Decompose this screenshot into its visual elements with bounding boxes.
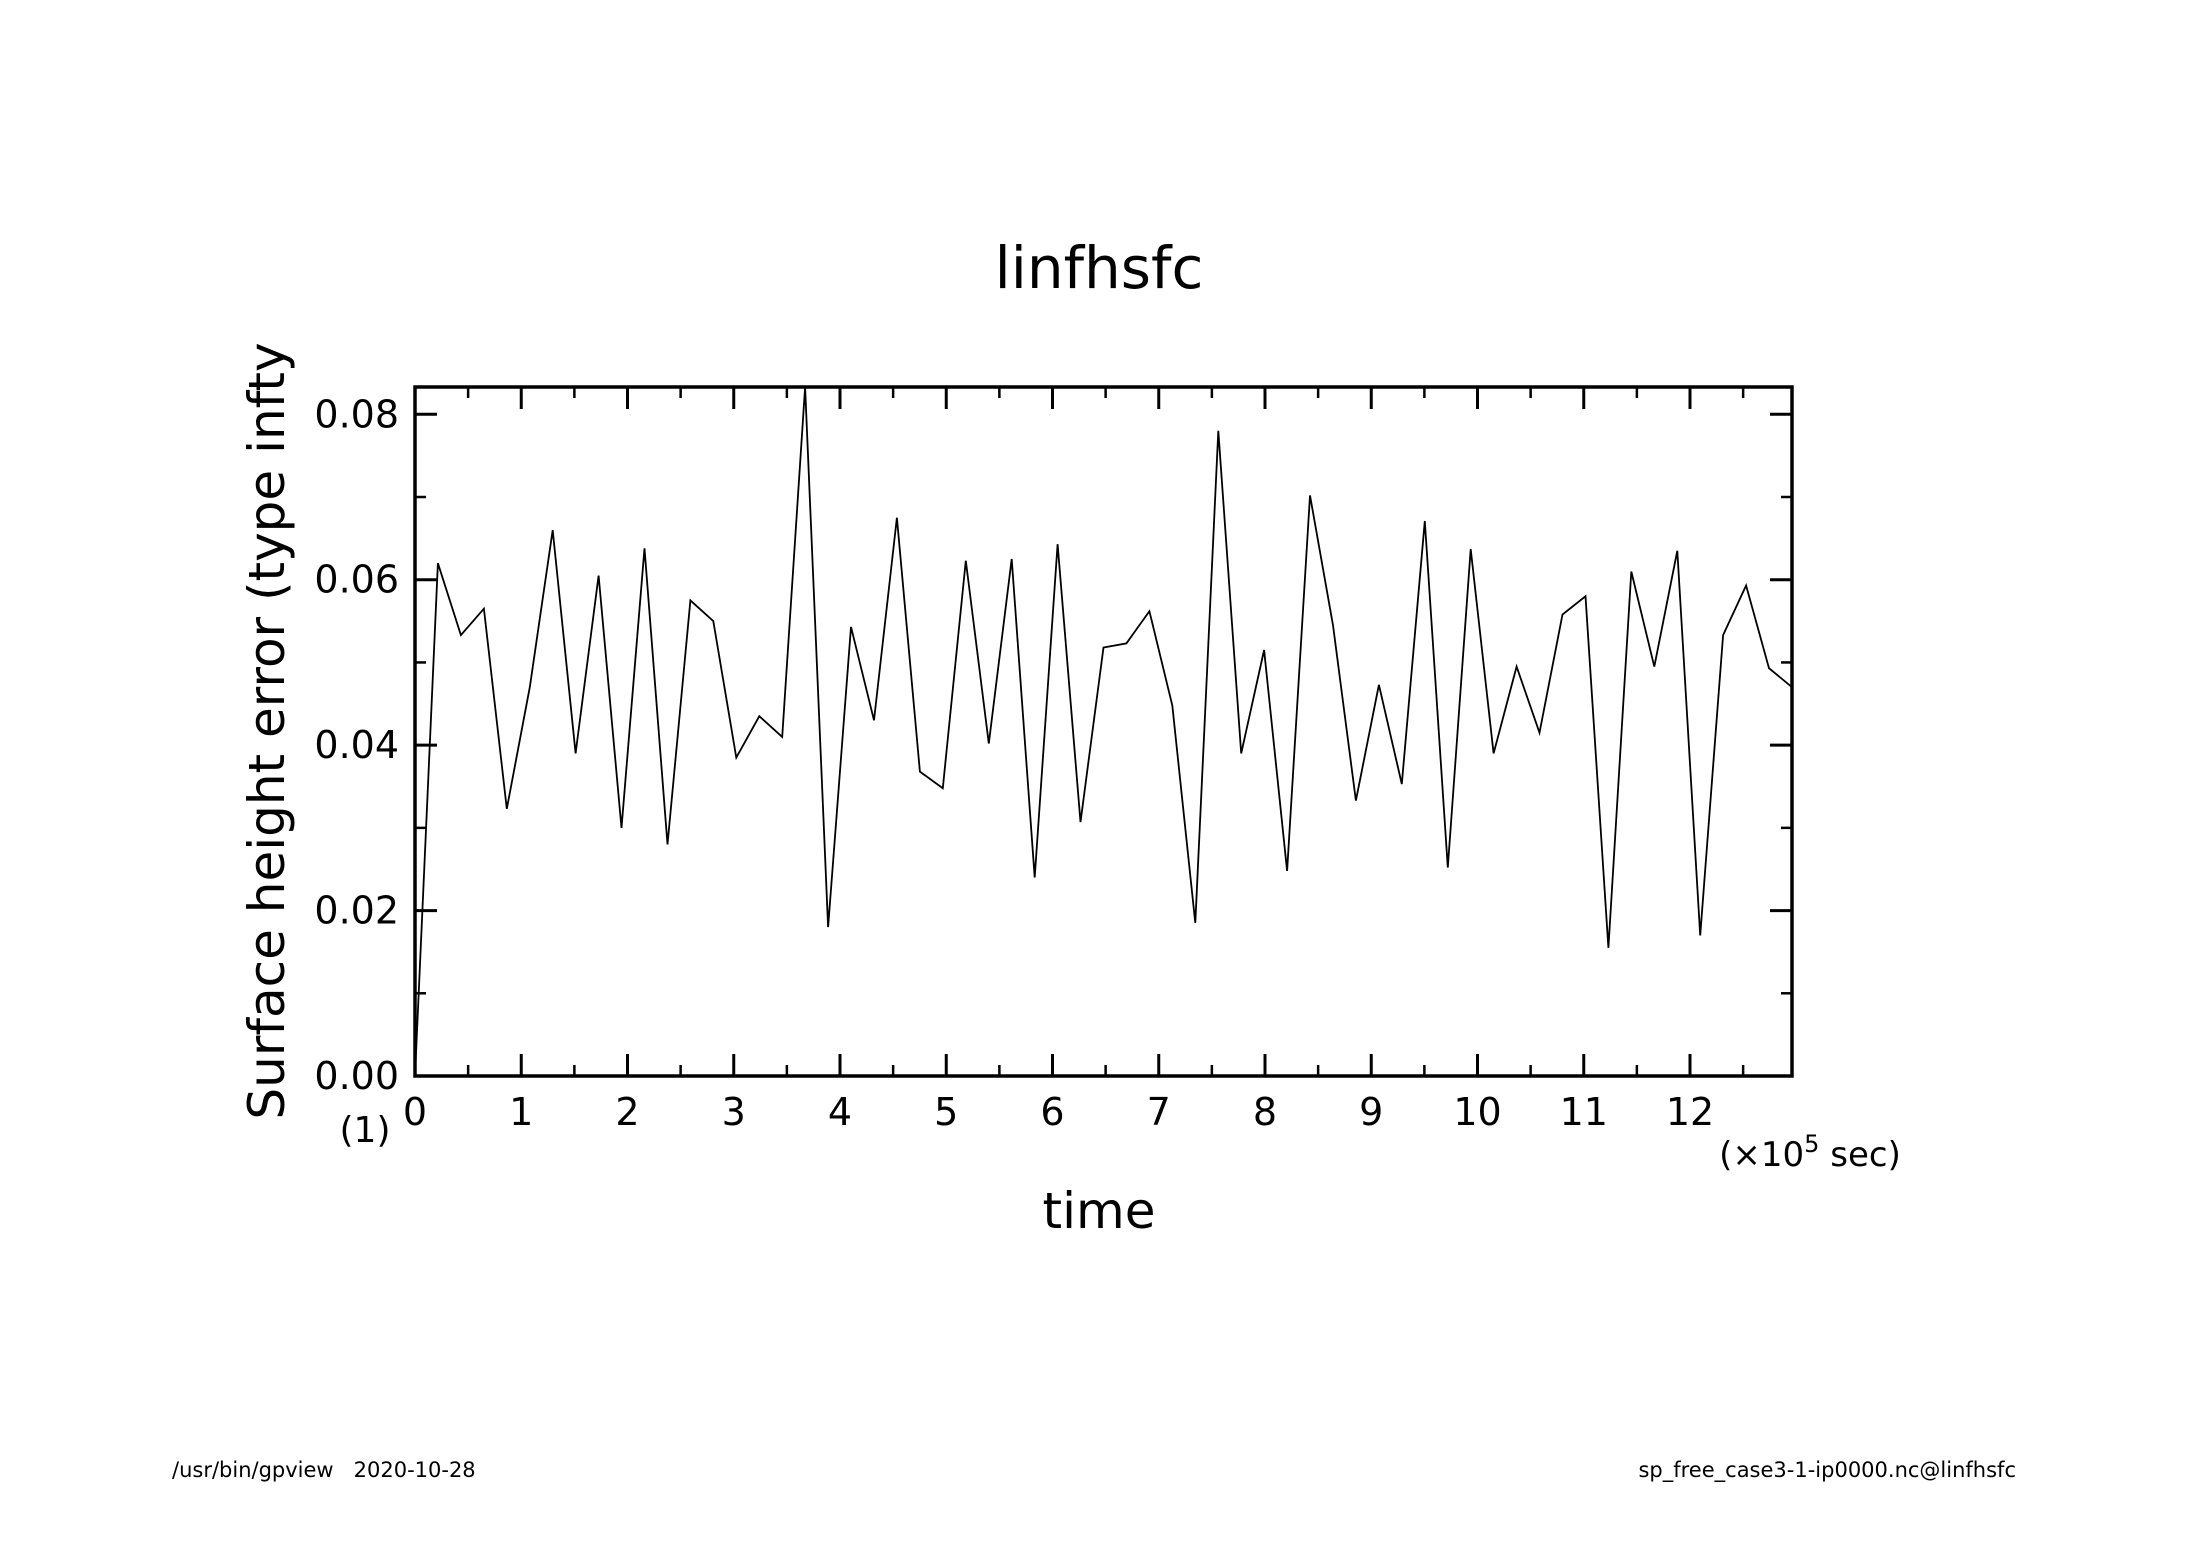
y-tick-label: 0.08 xyxy=(314,392,399,436)
chart-title: linfhsfc xyxy=(995,234,1204,302)
footer-file-variable: sp_free_case3-1-ip0000.nc@linfhsfc xyxy=(1638,1458,2016,1482)
x-tick-label: 9 xyxy=(1359,1090,1383,1134)
x-tick-label: 5 xyxy=(934,1090,958,1134)
series-line xyxy=(414,386,1793,1077)
x-tick-label: 11 xyxy=(1560,1090,1608,1134)
y-unit-label: (1) xyxy=(340,1110,391,1151)
x-unit-label: (×105 sec) xyxy=(1719,1130,1901,1175)
x-tick-label: 4 xyxy=(828,1090,852,1134)
x-unit-suffix: sec) xyxy=(1819,1135,1900,1175)
y-tick-label: 0.04 xyxy=(314,723,399,767)
x-axis-label: time xyxy=(1043,1182,1156,1240)
x-tick-label: 6 xyxy=(1040,1090,1064,1134)
x-unit-exponent: 5 xyxy=(1804,1130,1819,1158)
x-tick-label: 7 xyxy=(1147,1090,1171,1134)
y-tick-label: 0.00 xyxy=(314,1054,399,1098)
ticks xyxy=(413,387,1792,1078)
y-tick-label: 0.02 xyxy=(314,889,399,933)
footer-command-date: /usr/bin/gpview 2020-10-28 xyxy=(172,1458,476,1482)
y-axis-label: Surface height error (type infty xyxy=(238,342,296,1119)
x-tick-label: 3 xyxy=(722,1090,746,1134)
x-tick-label: 8 xyxy=(1253,1090,1277,1134)
x-tick-label: 0 xyxy=(403,1090,427,1134)
x-tick-label: 12 xyxy=(1666,1090,1714,1134)
tick-labels: 0 1 2 3 4 5 6 7 8 9 10 11 120.000.020.040.060.08 xyxy=(314,392,1714,1134)
data-series xyxy=(414,386,1793,1077)
axes xyxy=(413,385,1794,1078)
x-unit-prefix: (×10 xyxy=(1719,1135,1804,1175)
x-tick-label: 1 xyxy=(509,1090,533,1134)
y-tick-label: 0.06 xyxy=(314,558,399,602)
x-tick-label: 2 xyxy=(615,1090,639,1134)
x-tick-label: 10 xyxy=(1453,1090,1501,1134)
plot-frame xyxy=(413,385,1794,1078)
